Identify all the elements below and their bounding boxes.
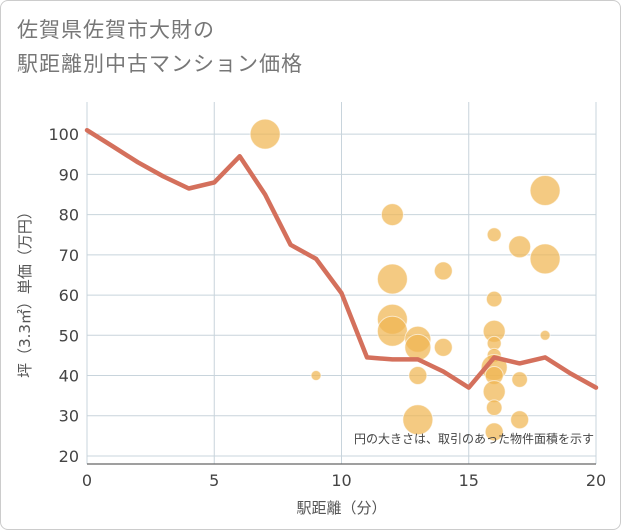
- y-tick-label-20: 20: [59, 447, 79, 466]
- bubble-24: [510, 410, 530, 430]
- y-tick-label-70: 70: [59, 246, 79, 265]
- bubble-7: [404, 333, 432, 361]
- y-tick-label-90: 90: [59, 165, 79, 184]
- y-tick-label-80: 80: [59, 206, 79, 225]
- x-axis-title: 駅距離（分）: [296, 499, 386, 517]
- bubble-22: [508, 235, 532, 259]
- size-legend-note: 円の大きさは、取引のあった物件面積を示す: [354, 431, 594, 446]
- bubble-1: [310, 370, 322, 382]
- bubble-19: [482, 380, 506, 404]
- bubble-9: [402, 404, 434, 436]
- grid-lines: [86, 102, 597, 464]
- chart-title-line-2: 駅距離別中古マンション価格: [17, 52, 303, 76]
- y-tick-label-100: 100: [48, 125, 79, 144]
- chart-title-line-1: 佐賀県佐賀市大財の: [17, 18, 215, 42]
- bubble-25: [529, 174, 561, 206]
- bubble-21: [484, 422, 504, 442]
- chart-title: 佐賀県佐賀市大財の 駅距離別中古マンション価格: [17, 13, 303, 81]
- y-tick-label-60: 60: [59, 286, 79, 305]
- y-axis-title: 坪（3.3㎡）単価（万円）: [16, 204, 34, 378]
- bubble-8: [408, 366, 428, 386]
- bubble-27: [539, 329, 551, 341]
- x-tick-label-5: 5: [209, 471, 219, 490]
- average-line-layer: [84, 127, 599, 390]
- bubble-13: [485, 290, 503, 308]
- y-tick-label-50: 50: [59, 326, 79, 345]
- bubble-11: [433, 337, 453, 357]
- y-tick-label-40: 40: [59, 367, 79, 386]
- bubble-26: [529, 243, 561, 275]
- bubble-0: [249, 118, 281, 150]
- bubble-5: [376, 315, 408, 347]
- x-tick-label-0: 0: [82, 471, 92, 490]
- average-price-line: [84, 127, 599, 390]
- x-tick-label-10: 10: [331, 471, 351, 490]
- tick-labels: 0 5 10 15 20 20 30 40 50 60 70 80 90 100: [48, 125, 606, 490]
- bubble-layer: [249, 118, 561, 442]
- bubble-2: [380, 203, 404, 227]
- bubble-12: [486, 227, 502, 243]
- bubble-3: [376, 263, 408, 295]
- bubble-10: [433, 261, 453, 281]
- y-tick-label-30: 30: [59, 407, 79, 426]
- x-tick-label-20: 20: [586, 471, 606, 490]
- bubble-20: [485, 399, 503, 416]
- bubble-23: [511, 371, 528, 388]
- x-tick-label-15: 15: [459, 471, 479, 490]
